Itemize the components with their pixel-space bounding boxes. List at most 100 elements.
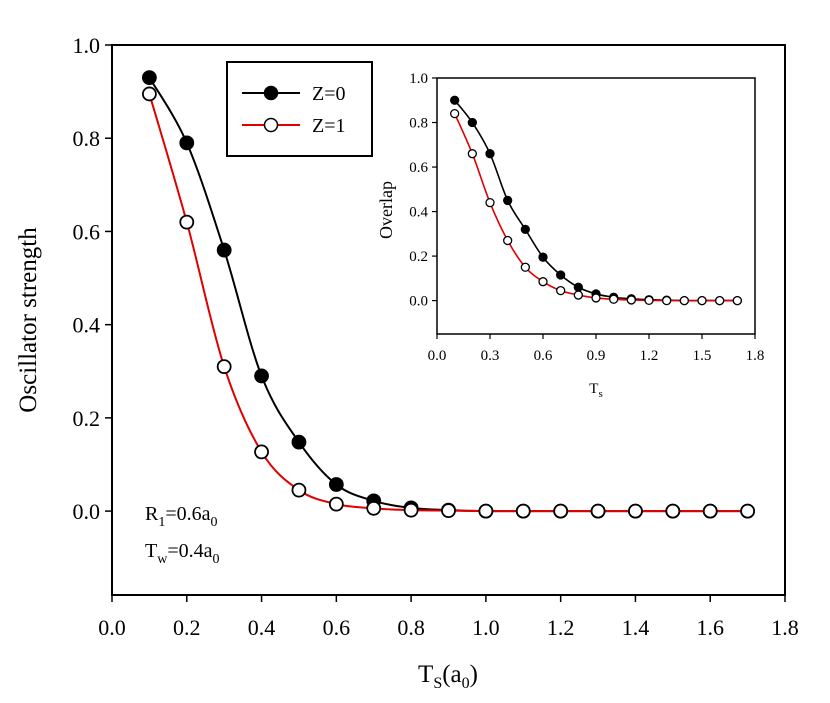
inset-point-z1 xyxy=(503,235,513,246)
inset-point-z1 xyxy=(467,149,477,159)
main-x-tick-label: 1.2 xyxy=(547,615,575,640)
main-x-title-paren-close: ) xyxy=(470,661,478,688)
inset-point-z1 xyxy=(485,198,495,208)
main-x-tick-label: 0.4 xyxy=(248,615,276,640)
main-point-z1 xyxy=(403,502,419,518)
inset-point-z0 xyxy=(520,224,530,235)
main-point-z0 xyxy=(254,368,269,384)
main-point-z1 xyxy=(441,503,456,519)
main-x-title-symbol: T xyxy=(418,661,433,688)
main-x-tick-label: 1.4 xyxy=(622,615,650,640)
main-point-z0 xyxy=(141,70,157,86)
main-x-tick-label: 0.6 xyxy=(323,615,351,640)
main-point-z1 xyxy=(590,503,606,519)
main-point-z1 xyxy=(515,503,531,519)
inset-point-z1 xyxy=(591,293,601,303)
main-y-tick-label: 0.8 xyxy=(73,126,101,151)
inset-y-tick-label: 0.0 xyxy=(409,294,428,310)
legend-marker-z1 xyxy=(263,117,279,133)
main-point-z1 xyxy=(366,500,382,516)
main-x-tick-label: 0.2 xyxy=(173,615,201,640)
main-point-z1 xyxy=(141,86,157,102)
main-point-z1 xyxy=(328,496,344,512)
main-y-tick-label: 1.0 xyxy=(73,33,101,58)
main-point-z1 xyxy=(665,503,681,519)
main-series-markers xyxy=(141,70,756,519)
main-y-tick-label: 0.4 xyxy=(73,313,101,338)
main-point-z1 xyxy=(628,503,643,519)
main-x-tick-label: 0.8 xyxy=(397,615,425,640)
inset-y-tick-label: 0.2 xyxy=(409,249,428,265)
legend-box xyxy=(226,61,373,157)
inset-point-z1 xyxy=(609,294,619,304)
inset-x-tick-label: 0.9 xyxy=(587,348,606,364)
inset-point-z1 xyxy=(715,295,725,306)
inset-point-z0 xyxy=(556,270,566,280)
legend: Z=0 Z=1 xyxy=(226,61,373,157)
main-x-title-paren-sub: 0 xyxy=(462,675,470,692)
inset-point-z1 xyxy=(573,290,583,300)
inset-point-z0 xyxy=(538,252,548,262)
inset-point-z0 xyxy=(450,95,460,105)
main-x-title-paren-open: (a xyxy=(442,661,461,688)
main-x-tick-label: 1.0 xyxy=(472,615,500,640)
inset-x-tick-label: 0.3 xyxy=(481,348,500,364)
inset-x-axis-title: Ts xyxy=(589,381,602,400)
annotation-r1: R1=0.6a0 xyxy=(145,503,218,530)
main-y-tick-label: 0.0 xyxy=(73,499,101,524)
main-x-tick-label: 1.6 xyxy=(696,615,724,640)
main-x-tick-label: 0.0 xyxy=(98,615,126,640)
main-y-axis-title: Oscillator strength xyxy=(15,227,42,413)
main-point-z1 xyxy=(478,503,494,519)
inset-point-z1 xyxy=(732,295,742,306)
inset-x-tick-label: 1.2 xyxy=(640,348,659,364)
legend-label-z1: Z=1 xyxy=(312,115,346,137)
main-y-tick-label: 0.6 xyxy=(73,219,101,244)
main-y-tick-label: 0.2 xyxy=(73,406,101,431)
main-x-axis-title: TS(a0) xyxy=(418,661,478,692)
inset-point-z0 xyxy=(485,149,495,159)
inset-point-z1 xyxy=(697,295,707,306)
main-point-z1 xyxy=(291,482,307,498)
inset-ticks: 0.0 0.3 0.6 0.9 1.2 1.5 1.8 0.0 0.2 0.4 0.6 0.8 1.0 xyxy=(409,71,764,364)
inset-y-axis-title: Overlap xyxy=(376,181,396,239)
inset-point-z1 xyxy=(626,295,636,305)
annotation-tw: Tw=0.4a0 xyxy=(145,540,220,567)
inset-y-tick-label: 0.4 xyxy=(409,205,428,221)
inset-series-markers xyxy=(450,95,742,306)
inset-x-tick-label: 0.6 xyxy=(534,348,553,364)
inset-x-tick-label: 0.0 xyxy=(428,348,447,364)
main-point-z1 xyxy=(740,503,756,519)
inset-point-z0 xyxy=(503,195,513,206)
main-point-z1 xyxy=(553,503,569,519)
inset-point-z0 xyxy=(467,117,477,128)
main-plot-frame xyxy=(111,44,786,596)
inset-x-tick-label: 1.8 xyxy=(746,348,765,364)
inset-y-tick-label: 0.8 xyxy=(409,116,428,132)
main-x-title-sub: S xyxy=(433,675,442,692)
inset-point-z1 xyxy=(450,108,460,119)
legend-label-z0: Z=0 xyxy=(312,83,346,105)
inset-point-z1 xyxy=(538,277,548,287)
main-point-z0 xyxy=(179,135,195,151)
inset-point-z1 xyxy=(662,295,672,306)
inset-point-z1 xyxy=(644,295,654,306)
inset-x-tick-label: 1.5 xyxy=(693,348,712,364)
inset-y-tick-label: 1.0 xyxy=(409,71,428,87)
main-ticks: 0.0 0.2 0.4 0.6 0.8 1.0 1.2 1.4 1.6 1.80.00.20.40… xyxy=(73,33,799,640)
main-point-z1 xyxy=(179,214,195,230)
legend-marker-z0 xyxy=(263,85,279,101)
main-point-z1 xyxy=(216,359,232,375)
inset-point-z1 xyxy=(556,285,566,296)
inset-point-z1 xyxy=(679,295,689,306)
main-point-z0 xyxy=(328,477,344,492)
inset-point-z1 xyxy=(520,262,530,272)
main-point-z0 xyxy=(216,242,232,258)
main-x-tick-label: 1.8 xyxy=(771,615,799,640)
main-point-z0 xyxy=(291,434,307,450)
main-point-z1 xyxy=(254,444,269,460)
inset-y-tick-label: 0.6 xyxy=(409,160,428,176)
inset-point-z0 xyxy=(573,282,583,292)
inset-chart: 0.0 0.3 0.6 0.9 1.2 1.5 1.80.00.20.40.60.81.0 … xyxy=(376,71,764,400)
